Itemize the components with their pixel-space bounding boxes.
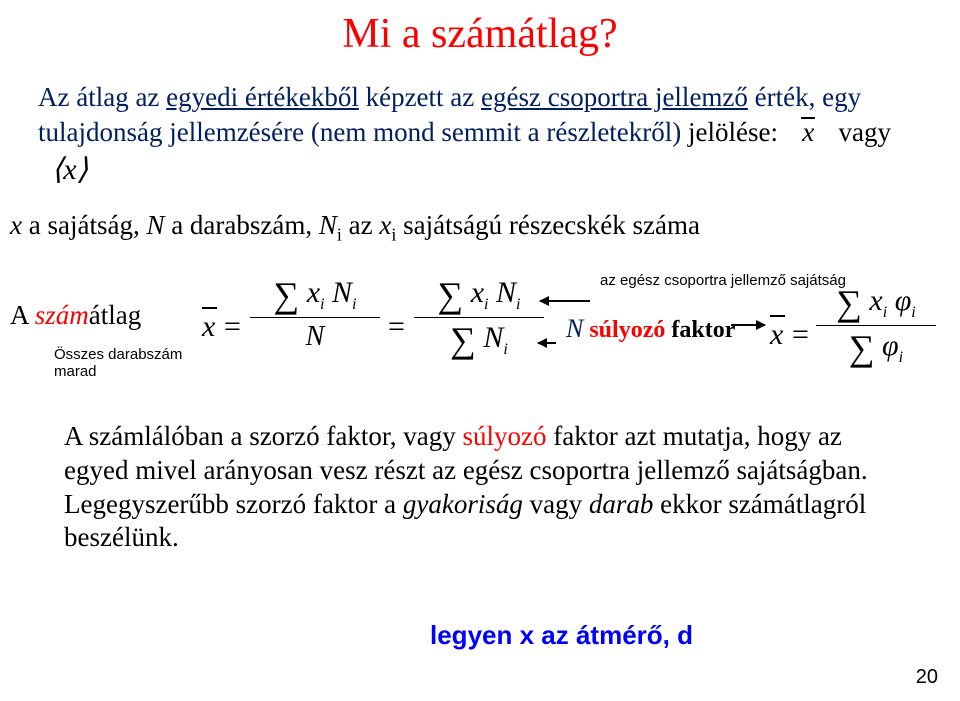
def-a4: sajátságú részecskék száma <box>396 210 700 240</box>
annot-n-sulyozo-faktor: N súlyozó faktor <box>566 314 735 344</box>
szamatlag-szam: szám <box>35 300 89 330</box>
xbar-letter: x <box>802 117 814 147</box>
arrow-icon <box>731 324 765 326</box>
sigma-icon: ∑ <box>274 281 300 310</box>
eq1-xbar: x <box>202 310 215 344</box>
eq2-frac: ∑ xi φi ∑ φi <box>816 284 936 367</box>
szamatlag-suffix: átlag <box>89 300 141 330</box>
def-a3: az <box>342 210 379 240</box>
intro-underline-2: egész csoportra jellemző <box>481 82 748 112</box>
eq2-xbar-letter: x <box>770 318 783 351</box>
intro-vagy: vagy <box>838 117 890 147</box>
eq1-frac2-num: ∑ xi Ni <box>414 276 544 314</box>
xbar-notation: x <box>798 115 818 150</box>
page-number: 20 <box>916 666 938 689</box>
annot-sulyozo: súlyozó <box>583 317 665 343</box>
eq2-den: ∑ φi <box>816 329 936 367</box>
angle-x-letter: x <box>63 153 76 186</box>
intro-part2: képzett az <box>359 82 481 112</box>
eq2-num-xi: i <box>883 304 887 321</box>
def-Ni: N <box>319 210 337 240</box>
slide-page: Mi a számátlag? Az átlag az egyedi érték… <box>0 0 960 701</box>
eq1-equals-1: = <box>224 310 241 344</box>
eq1-num-x: x <box>307 276 320 309</box>
intro-underline-1: egyedi értékekből <box>166 82 359 112</box>
eq2-xbar: x <box>770 318 783 352</box>
eq2-num-x: x <box>869 284 882 317</box>
def-x: x <box>10 210 22 240</box>
eq1-num-Ni: i <box>352 296 356 313</box>
eq1-num-xi: i <box>320 296 324 313</box>
eq1-frac1-den: N <box>250 321 380 353</box>
sigma-icon-3: ∑ <box>450 326 476 355</box>
eq2-num: ∑ xi φi <box>816 284 936 322</box>
eq1-frac1: ∑ xi Ni N <box>250 276 380 353</box>
slide-title: Mi a számátlag? <box>0 10 960 58</box>
annot-egesz-csoport: az egész csoportra jellemző sajátság <box>600 272 846 289</box>
annot-osszes-darabszam: Összes darabszám marad <box>54 346 182 381</box>
a-szamatlag-label: A számátlag <box>10 300 141 331</box>
def-xi: x <box>379 210 391 240</box>
szamatlag-prefix: A <box>10 300 35 330</box>
annot-N: N <box>566 314 583 343</box>
exp-it1: gyakoriság <box>403 489 523 519</box>
legyen-line: legyen x az átmérő, d <box>430 620 693 651</box>
annot-left-l2: marad <box>54 363 97 380</box>
annot-left-l1: Összes darabszám <box>54 346 182 363</box>
eq2-den-phii: i <box>899 349 903 366</box>
eq1-den2-Ni: i <box>503 341 507 358</box>
eq1-xbar-letter: x <box>202 310 215 343</box>
eq1-num2-x: x <box>471 276 484 309</box>
eq1-num2-Ni: i <box>516 296 520 313</box>
intro-jelolese: jelölése: <box>688 117 778 147</box>
exp-it2: darab <box>589 489 654 519</box>
def-a2: a darabszám, <box>164 210 318 240</box>
arrow-icon <box>538 342 556 344</box>
eq1-frac1-num: ∑ xi Ni <box>250 276 380 314</box>
def-a1: a sajátság, <box>22 210 146 240</box>
eq1-den2-N: N <box>483 321 503 354</box>
eq2-equals: = <box>792 318 809 352</box>
eq1-num2-N: N <box>496 276 516 309</box>
eq1-equals-2: = <box>388 310 405 344</box>
sigma-icon-4: ∑ <box>836 289 862 318</box>
eq1-num-N: N <box>332 276 352 309</box>
exp-red: súlyozó <box>463 421 547 451</box>
eq1-num2-xi: i <box>484 296 488 313</box>
eq2-num-phi: φ <box>895 284 912 317</box>
eq1-frac2: ∑ xi Ni ∑ Ni <box>414 276 544 359</box>
arrow-icon <box>540 300 590 302</box>
annot-faktor: faktor <box>665 317 735 343</box>
intro-part1: Az átlag az <box>38 82 166 112</box>
def-N: N <box>146 210 164 240</box>
intro-paragraph: Az átlag az egyedi értékekből képzett az… <box>38 80 908 189</box>
exp-p1: A számlálóban a szorzó faktor, vagy <box>64 421 463 451</box>
angle-x-notation: ⟨x⟩ <box>52 153 89 186</box>
exp-nl: vagy <box>523 489 589 519</box>
definition-line: x a sajátság, N a darabszám, Ni az xi sa… <box>10 210 940 245</box>
sigma-icon-2: ∑ <box>438 281 464 310</box>
eq2-den-phi: φ <box>882 329 899 362</box>
eq1-frac2-den: ∑ Ni <box>414 321 544 359</box>
eq2-num-phii: i <box>911 304 915 321</box>
explanation-paragraph: A számlálóban a szorzó faktor, vagy súly… <box>64 420 884 555</box>
sigma-icon-5: ∑ <box>849 334 875 363</box>
